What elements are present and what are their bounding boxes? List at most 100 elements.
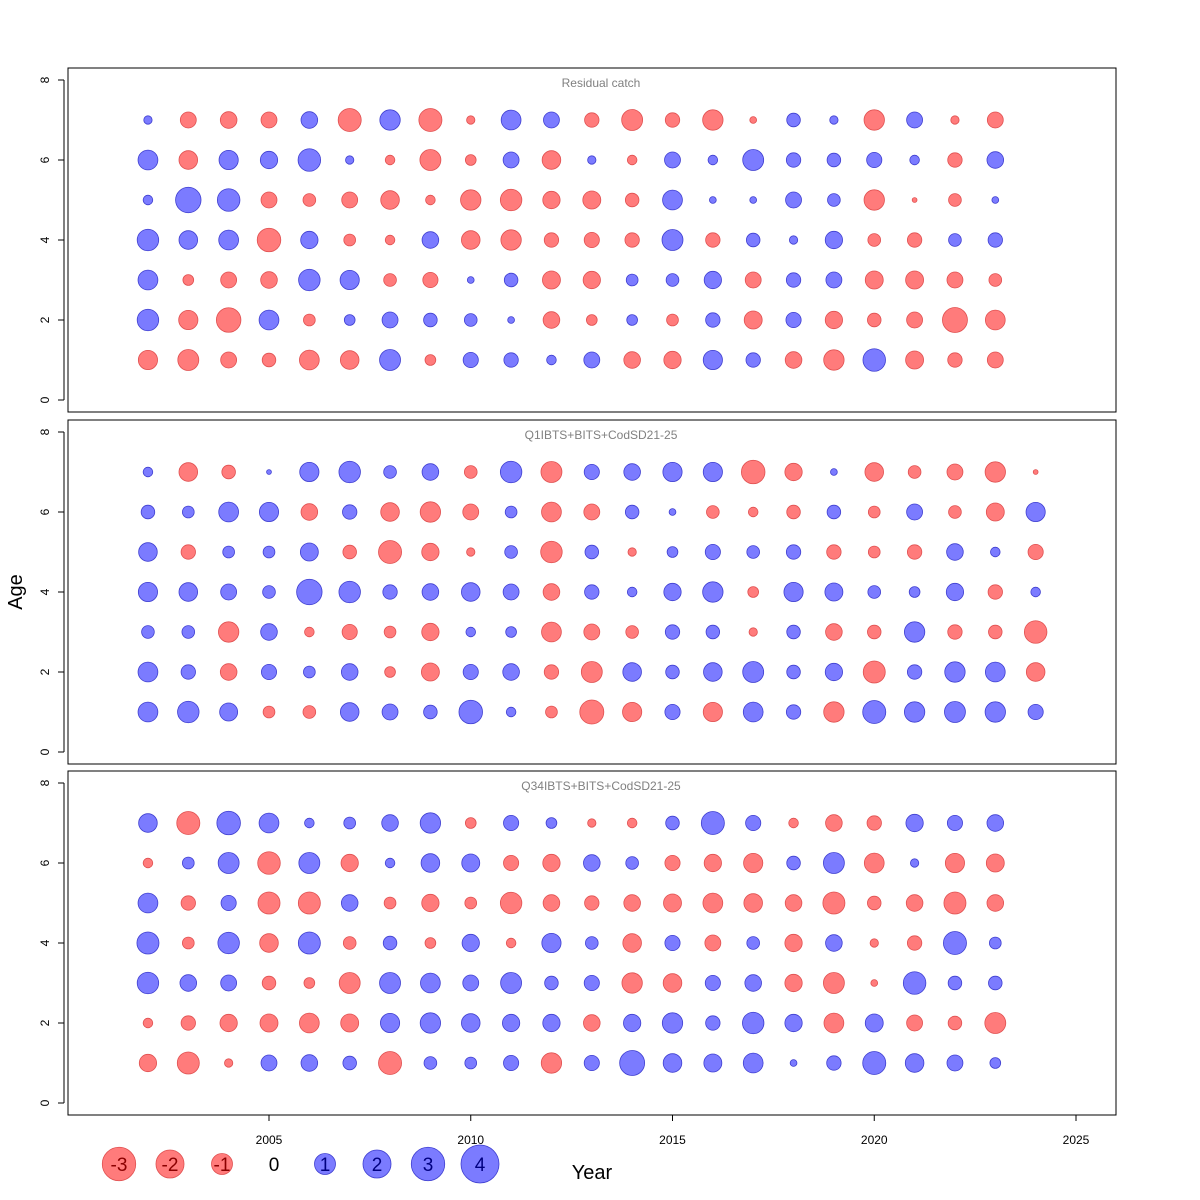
residual-bubble (869, 938, 879, 948)
residual-bubble (786, 855, 801, 871)
residual-bubble (542, 270, 561, 290)
residual-bubble (299, 1012, 320, 1034)
residual-bubble (381, 814, 399, 832)
y-tick-label: 0 (38, 748, 52, 755)
residual-bubble (749, 196, 757, 204)
residual-bubble (785, 272, 802, 288)
residual-bubble (382, 584, 398, 600)
x-axis: 2005 2010 2015 2020 2025 (256, 1114, 1090, 1147)
residual-bubble (825, 814, 843, 832)
residual-bubble (823, 972, 845, 994)
residual-bubble (181, 625, 196, 639)
residual-bubble (702, 581, 724, 603)
residual-bubble (986, 894, 1005, 912)
residual-bubble (461, 1013, 481, 1033)
residual-bubble (991, 196, 1000, 204)
residual-bubble (985, 502, 1005, 522)
residual-bubble (219, 1013, 238, 1033)
residual-bubble (339, 269, 360, 291)
chart-panels: Residual catch02468Q1IBTS+BITS+CodSD21-2… (38, 67, 1117, 1116)
residual-bubble (419, 1012, 441, 1034)
residual-bubble (504, 505, 518, 519)
residual-bubble (908, 586, 921, 598)
residual-bubble (464, 154, 477, 166)
residual-bubble (216, 188, 241, 212)
residual-bubble (745, 815, 762, 832)
residual-bubble (742, 149, 765, 171)
residual-bubble (220, 895, 237, 912)
residual-bubble (499, 188, 523, 212)
residual-bubble (260, 1054, 278, 1072)
panel-frame (67, 419, 1117, 765)
residual-bubble (867, 312, 882, 328)
residual-bubble (260, 623, 278, 641)
x-tick-label: 2025 (1063, 1133, 1090, 1147)
residual-bubble (258, 501, 280, 523)
residual-bubble (946, 815, 963, 832)
residual-bubble (340, 1013, 360, 1033)
residual-bubble (379, 972, 401, 994)
residual-bubble (380, 1012, 401, 1034)
residual-bubble (988, 624, 1003, 640)
residual-bubble (540, 1052, 563, 1074)
residual-bubble (702, 461, 723, 483)
residual-bubble (785, 191, 802, 209)
residual-bubble (258, 309, 280, 331)
residual-bubble (702, 349, 723, 371)
residual-bubble (989, 936, 1002, 950)
residual-bubble (182, 505, 195, 519)
residual-bubble (341, 624, 358, 641)
residual-bubble (867, 505, 881, 519)
residual-bubble (583, 1014, 601, 1032)
y-axis: 0 2 4 6 8 (38, 76, 65, 403)
y-tick-label: 4 (38, 939, 52, 946)
residual-bubble (987, 584, 1003, 600)
residual-bubble (1032, 469, 1039, 475)
residual-bubble (945, 582, 965, 602)
residual-bubble (542, 894, 561, 912)
residual-bubble (705, 624, 721, 640)
y-tick-label: 6 (38, 508, 52, 515)
legend-label: 3 (423, 1155, 434, 1176)
residual-bubble (742, 1011, 765, 1035)
residual-bubble (703, 853, 722, 873)
residual-bubble (747, 506, 759, 518)
residual-bubble (867, 895, 882, 911)
residual-bubble (786, 664, 801, 680)
residual-bubble (904, 701, 926, 723)
residual-bubble (218, 621, 240, 643)
residual-bubble (503, 1055, 520, 1072)
residual-bubble (462, 974, 480, 992)
residual-bubble (541, 932, 562, 954)
residual-bubble (259, 150, 279, 170)
residual-bubble (383, 625, 397, 639)
residual-bubble (862, 700, 887, 724)
y-axis-label: Age (5, 574, 27, 610)
residual-bubble (423, 704, 438, 720)
legend-bubble (211, 1153, 233, 1175)
residual-bubble (784, 933, 803, 953)
residual-bubble (786, 624, 801, 640)
residual-bubble (984, 661, 1006, 683)
residual-bubble (664, 112, 681, 128)
residual-bubble (826, 152, 842, 168)
legend-label: 4 (475, 1155, 486, 1176)
residual-bubble (462, 664, 479, 681)
residual-bubble (260, 191, 278, 209)
residual-bubble (177, 700, 200, 724)
residual-bubble (179, 111, 197, 129)
residual-bubble (944, 852, 965, 874)
residual-bubble (742, 661, 765, 683)
residual-bubble (182, 856, 195, 870)
residual-bubble (786, 112, 801, 128)
residual-bubble (743, 852, 764, 874)
residual-bubble (704, 934, 722, 952)
residual-bubble (743, 310, 763, 330)
residual-bubble (584, 544, 599, 560)
legend-label: 1 (320, 1155, 331, 1176)
residual-bubble (425, 194, 436, 206)
residual-bubble (340, 853, 359, 873)
residual-bubble (907, 465, 922, 479)
residual-bubble (744, 271, 762, 289)
